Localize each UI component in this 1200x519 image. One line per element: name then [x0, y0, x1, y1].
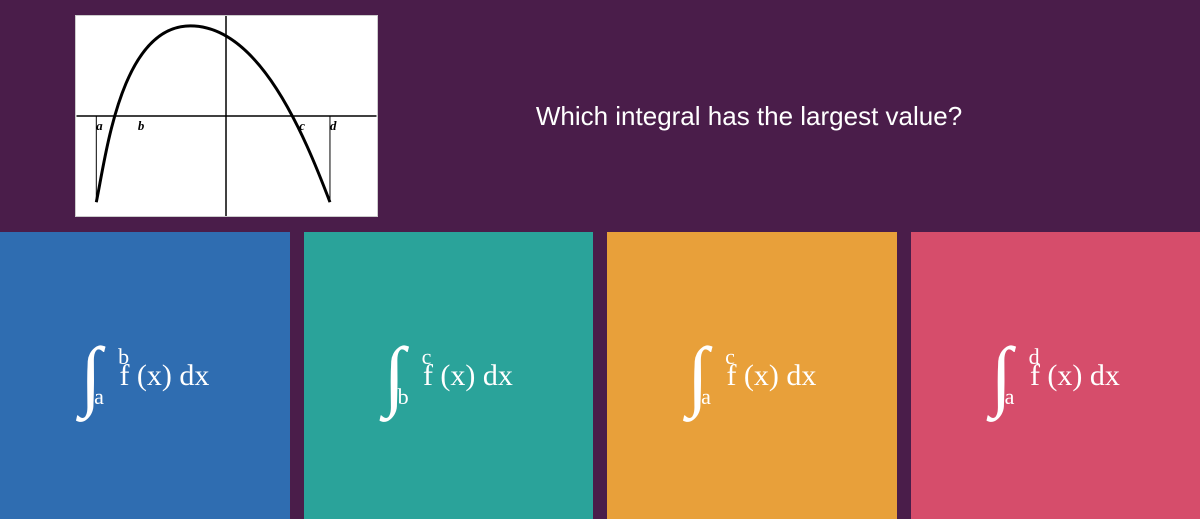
integral-symbol: ∫ c a: [687, 352, 708, 399]
lower-limit: a: [94, 390, 104, 403]
integral-expression: ∫ d a f (x) dx: [991, 331, 1120, 421]
integral-symbol: ∫ d a: [991, 352, 1012, 399]
label-a: a: [96, 119, 103, 133]
integral-expression: ∫ b a f (x) dx: [80, 331, 209, 421]
label-c: c: [299, 119, 305, 133]
upper-limit: b: [118, 350, 129, 363]
integral-expression: ∫ c b f (x) dx: [384, 331, 513, 421]
upper-limit: c: [422, 350, 432, 363]
question-section: a b c d Which integral has the largest v…: [0, 0, 1200, 232]
answer-option-c[interactable]: ∫ c a f (x) dx: [607, 232, 897, 519]
integral-symbol: ∫ c b: [384, 352, 405, 399]
integrand: f (x) dx: [1030, 359, 1120, 393]
answer-option-b[interactable]: ∫ c b f (x) dx: [304, 232, 594, 519]
lower-limit: a: [1005, 390, 1015, 403]
label-b: b: [138, 119, 145, 133]
upper-limit: d: [1029, 350, 1040, 363]
curve-plot: a b c d: [76, 16, 377, 216]
integral-expression: ∫ c a f (x) dx: [687, 331, 816, 421]
integrand: f (x) dx: [119, 359, 209, 393]
integral-symbol: ∫ b a: [80, 352, 101, 399]
integrand: f (x) dx: [423, 359, 513, 393]
answer-option-d[interactable]: ∫ d a f (x) dx: [911, 232, 1200, 519]
curve-path: [96, 26, 330, 202]
lower-limit: a: [701, 390, 711, 403]
lower-limit: b: [398, 390, 409, 403]
graph-figure: a b c d: [75, 15, 378, 217]
answer-option-a[interactable]: ∫ b a f (x) dx: [0, 232, 290, 519]
label-d: d: [330, 119, 337, 133]
integrand: f (x) dx: [726, 359, 816, 393]
question-text: Which integral has the largest value?: [378, 101, 1200, 132]
answer-options: ∫ b a f (x) dx ∫ c b f (x) dx ∫ c a f (x…: [0, 232, 1200, 519]
upper-limit: c: [725, 350, 735, 363]
